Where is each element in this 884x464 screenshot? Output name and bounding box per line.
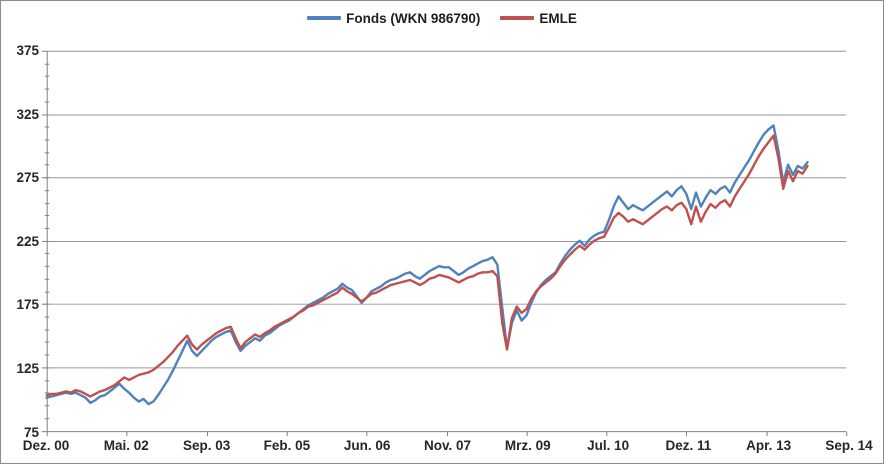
emle-legend-label: EMLE xyxy=(539,10,577,26)
x-axis-label: Feb. 05 xyxy=(263,438,311,453)
x-axis-label: Dez. 00 xyxy=(22,438,70,453)
x-axis-label: Jul. 10 xyxy=(587,438,630,453)
x-axis-label: Sep. 14 xyxy=(825,438,873,453)
x-axis-label: Sep. 03 xyxy=(182,438,231,453)
y-axis-label: 75 xyxy=(23,424,39,440)
y-axis-label: 225 xyxy=(16,233,39,249)
y-axis-label: 375 xyxy=(16,43,39,58)
fonds-line-swatch xyxy=(307,16,342,20)
legend: Fonds (WKN 986790) EMLE xyxy=(1,8,883,28)
emle-line-swatch xyxy=(500,16,535,20)
x-axis-label: Mrz. 09 xyxy=(504,438,551,453)
emle-series-line xyxy=(45,134,809,398)
x-axis-label: Dez. 11 xyxy=(665,438,712,453)
y-axis-label: 275 xyxy=(16,170,39,186)
y-axis-label: 325 xyxy=(16,106,39,122)
legend-item-fonds: Fonds (WKN 986790) xyxy=(307,11,480,26)
legend-item-emle: EMLE xyxy=(500,11,577,26)
y-axis-label: 125 xyxy=(16,360,39,376)
fonds-series-line xyxy=(45,124,809,406)
y-axis-label: 175 xyxy=(16,297,39,313)
x-axis-label: Nov. 07 xyxy=(423,438,472,453)
x-axis-label: Mai. 02 xyxy=(103,438,149,453)
x-axis-label: Apr. 13 xyxy=(746,438,792,453)
fonds-legend-label: Fonds (WKN 986790) xyxy=(346,10,481,26)
x-axis-label: Jun. 06 xyxy=(343,438,391,453)
